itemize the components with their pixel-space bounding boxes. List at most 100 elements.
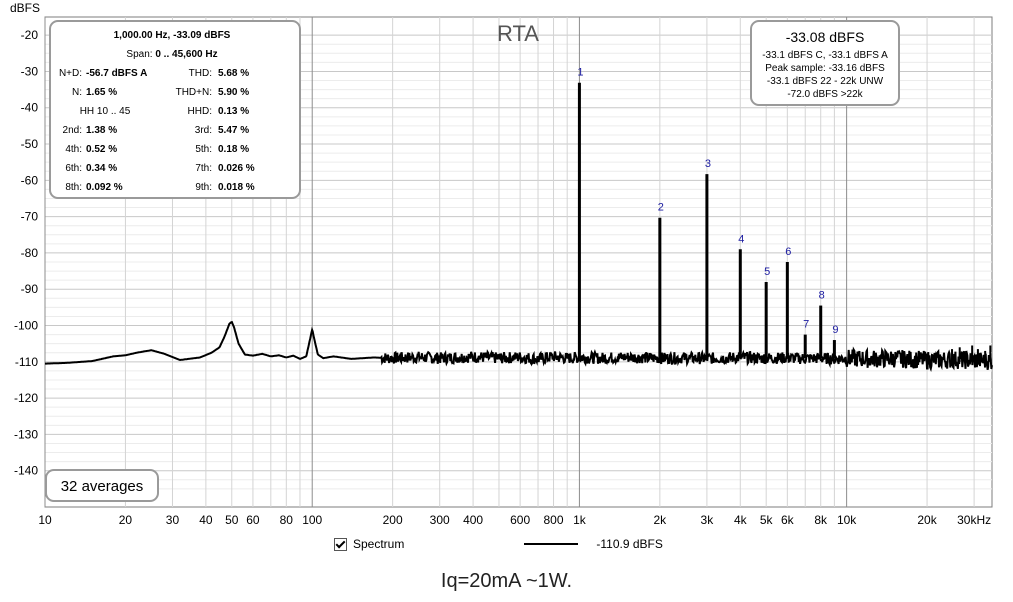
stat-value: 0.13 % [218, 106, 249, 117]
level-line: Peak sample: -33.16 dBFS [765, 63, 885, 74]
legend-value: -110.9 dBFS [596, 537, 663, 551]
rta-chart: dBFS -20 -30 -40 -50 -60 -70 -80 -90 -100 -110 -12… [10, 1, 993, 527]
y-tick-label: -90 [21, 282, 39, 296]
x-tick-label: 200 [383, 513, 403, 527]
y-tick-label: -120 [14, 391, 38, 405]
y-tick-label: -70 [21, 210, 39, 224]
x-tick-label: 8k [814, 513, 828, 527]
stat-value: 0.18 % [218, 144, 249, 155]
x-tick-label: 10 [38, 513, 52, 527]
harmonic-label: 4 [738, 233, 744, 245]
x-tick-label: 30 [166, 513, 180, 527]
stat-key: 9th: [195, 182, 212, 193]
x-tick-label: 600 [510, 513, 530, 527]
stat-key: N+D: [59, 68, 82, 79]
x-tick-label: 400 [463, 513, 483, 527]
x-tick-label: 800 [544, 513, 564, 527]
stat-key: 5th: [195, 144, 212, 155]
level-line: -33.1 dBFS C, -33.1 dBFS A [762, 50, 888, 61]
figure-caption: Iq=20mA ~1W. [440, 570, 573, 592]
stat-value: -56.7 dBFS A [86, 68, 147, 79]
stat-key: THD+N: [176, 87, 212, 98]
stat-value: 1.38 % [86, 125, 117, 136]
harmonic-label: 9 [832, 324, 838, 336]
stats-panel: 1,000.00 Hz, -33.09 dBFS Span: 0 .. 45,6… [49, 20, 301, 199]
y-tick-label: -80 [21, 246, 39, 260]
y-tick-label: -130 [14, 427, 38, 441]
span-value: 0 .. 45,600 Hz [155, 49, 217, 60]
stat-key: N: [72, 87, 82, 98]
harmonic-label: 7 [803, 319, 809, 331]
y-tick-label: -20 [21, 28, 39, 42]
harmonic-label: 2 [658, 202, 664, 214]
chart-title: RTA [497, 21, 539, 46]
legend: Spectrum -110.9 dBFS [334, 537, 663, 551]
y-tick-label: -60 [21, 173, 39, 187]
level-line: -33.1 dBFS 22 - 22k UNW [767, 76, 884, 87]
stat-value: 0.34 % [86, 163, 117, 174]
span-label: Span: [126, 49, 152, 60]
averages-label: 32 averages [61, 478, 144, 495]
stats-rows: N+D: -56.7 dBFS A THD: 5.68 % N: 1.65 % THD+N:… [59, 68, 255, 193]
stat-key: HH 10 .. 45 [80, 106, 131, 117]
x-tick-label: 50 [225, 513, 239, 527]
y-tick-labels: -20 -30 -40 -50 -60 -70 -80 -90 -100 -110 -120 -130… [14, 28, 38, 478]
x-tick-label: 30kHz [957, 513, 991, 527]
x-tick-label: 80 [280, 513, 294, 527]
x-tick-label: 1k [573, 513, 587, 527]
stat-key: 3rd: [195, 125, 212, 136]
harmonic-label: 5 [764, 266, 770, 278]
stat-value: 0.52 % [86, 144, 117, 155]
stat-value: 0.092 % [86, 182, 123, 193]
y-tick-label: -100 [14, 319, 38, 333]
stat-value: 5.90 % [218, 87, 249, 98]
stat-key: HHD: [188, 106, 212, 117]
y-tick-label: -110 [15, 355, 38, 369]
spectrum-series [45, 320, 993, 372]
level-main: -33.08 dBFS [786, 29, 865, 45]
level-line: -72.0 dBFS >22k [787, 89, 863, 100]
x-tick-label: 20 [119, 513, 133, 527]
y-tick-label: -30 [21, 64, 39, 78]
stat-key: THD: [189, 68, 212, 79]
x-tick-label: 4k [734, 513, 748, 527]
x-tick-label: 20k [917, 513, 937, 527]
stat-value: 5.47 % [218, 125, 249, 136]
stat-key: 7th: [195, 163, 212, 174]
spectrum-line [45, 320, 993, 372]
stat-value: 1.65 % [86, 87, 117, 98]
y-tick-label: -50 [21, 137, 39, 151]
y-tick-label: -40 [21, 101, 39, 115]
x-tick-label: 10k [837, 513, 857, 527]
stat-key: 2nd: [63, 125, 82, 136]
x-tick-label: 3k [701, 513, 715, 527]
level-lines: -33.1 dBFS C, -33.1 dBFS A Peak sample: -… [762, 50, 888, 100]
stat-key: 8th: [65, 182, 82, 193]
stat-value: 5.68 % [218, 68, 249, 79]
harmonic-label: 8 [819, 290, 825, 302]
stats-header: 1,000.00 Hz, -33.09 dBFS [114, 30, 231, 41]
x-tick-label: 5k [760, 513, 774, 527]
averages-panel: 32 averages [45, 469, 159, 502]
stat-value: 0.026 % [218, 163, 255, 174]
stat-key: 6th: [65, 163, 82, 174]
x-tick-label: 40 [199, 513, 213, 527]
x-tick-label: 60 [246, 513, 260, 527]
y-axis-label: dBFS [10, 1, 40, 15]
harmonic-label: 3 [705, 158, 711, 170]
x-tick-label: 300 [430, 513, 450, 527]
x-tick-labels: 10 20 30 40 50 60 80 100 200 300 400 600 800 1k 2k 3k 4k… [38, 513, 991, 527]
stat-value: 0.018 % [218, 182, 255, 193]
stat-key: 4th: [65, 144, 82, 155]
legend-line-swatch [524, 543, 579, 545]
legend-series-label: Spectrum [353, 537, 405, 551]
harmonic-label: 1 [577, 67, 583, 79]
spectrum-checkbox[interactable] [334, 537, 347, 551]
x-tick-label: 6k [781, 513, 795, 527]
harmonic-label: 6 [785, 246, 791, 258]
y-tick-label: -140 [14, 464, 38, 478]
level-panel: -33.08 dBFS -33.1 dBFS C, -33.1 dBFS A Pe… [750, 20, 900, 106]
stats-span: Span: 0 .. 45,600 Hz [126, 49, 217, 60]
x-tick-label: 100 [302, 513, 322, 527]
harmonic-peaks: 1 2 3 4 5 6 7 8 9 [577, 67, 838, 359]
